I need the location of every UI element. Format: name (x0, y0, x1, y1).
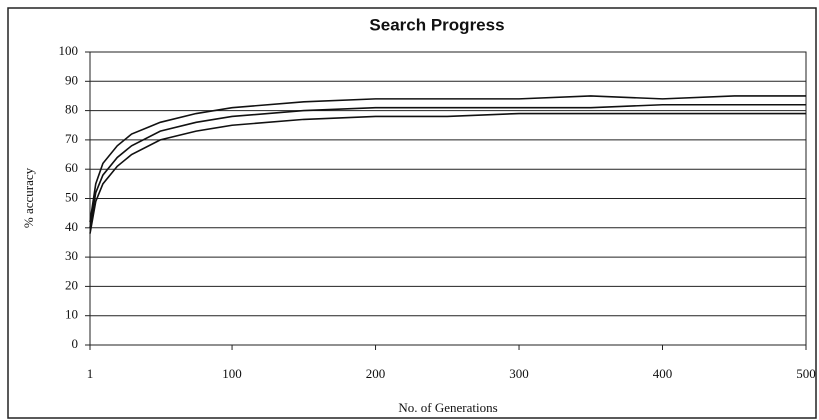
y-tick-label: 10 (65, 307, 78, 322)
y-tick-label: 60 (65, 160, 78, 175)
y-tick-label: 70 (65, 131, 78, 146)
chart-title: Search Progress (369, 15, 504, 34)
y-tick-label: 90 (65, 72, 78, 87)
y-tick-label: 40 (65, 219, 78, 234)
y-tick-label: 100 (59, 43, 79, 58)
x-tick-label: 200 (366, 366, 386, 381)
x-axis-label: No. of Generations (398, 400, 497, 415)
series-line (89, 103, 806, 228)
x-tick-label: 100 (222, 366, 242, 381)
x-tick-label: 500 (796, 366, 816, 381)
x-tick-label: 300 (509, 366, 529, 381)
y-tick-label: 80 (65, 102, 78, 117)
series-line (89, 112, 806, 234)
y-tick-label: 30 (65, 248, 78, 263)
x-tick-label: 1 (87, 366, 94, 381)
chart-frame (7, 7, 817, 419)
y-axis-label: % accuracy (21, 167, 36, 228)
x-tick-label: 400 (653, 366, 673, 381)
y-tick-label: 0 (72, 336, 79, 351)
series-line (89, 95, 806, 223)
y-tick-label: 20 (65, 277, 78, 292)
y-tick-label: 50 (65, 189, 78, 204)
